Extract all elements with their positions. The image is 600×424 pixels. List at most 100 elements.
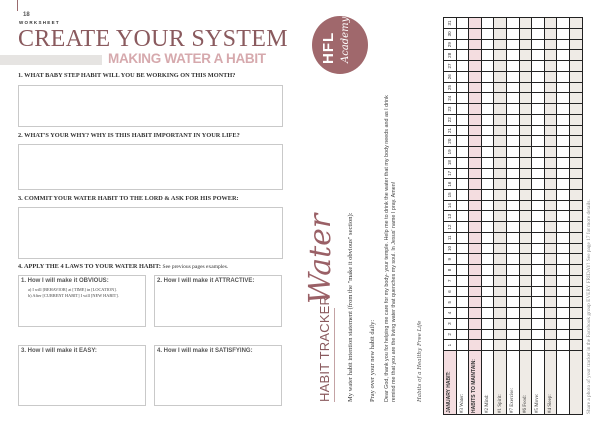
tracker-checkbox-cell[interactable] [569,103,583,115]
tracker-checkbox-cell[interactable] [481,275,494,287]
tracker-checkbox-cell[interactable] [519,296,532,308]
tracker-checkbox-cell[interactable] [569,275,583,287]
tracker-checkbox-cell[interactable] [506,71,520,83]
tracker-checkbox-cell[interactable] [544,178,557,190]
tracker-checkbox-cell[interactable] [519,92,532,104]
tracker-checkbox-cell[interactable] [569,157,583,169]
tracker-checkbox-cell[interactable] [468,92,482,104]
tracker-checkbox-cell[interactable] [456,286,469,297]
tracker-checkbox-cell[interactable] [531,210,545,222]
tracker-checkbox-cell[interactable] [569,189,583,201]
tracker-checkbox-cell[interactable] [456,135,469,147]
tracker-checkbox-cell[interactable] [506,221,520,233]
tracker-checkbox-cell[interactable] [456,243,469,254]
tracker-checkbox-cell[interactable] [569,168,583,179]
tracker-checkbox-cell[interactable] [456,92,469,104]
tracker-checkbox-cell[interactable] [506,114,520,126]
tracker-checkbox-cell[interactable] [556,189,570,201]
tracker-checkbox-cell[interactable] [556,210,570,222]
tracker-checkbox-cell[interactable] [493,82,507,93]
tracker-checkbox-cell[interactable] [481,103,494,115]
law-box-easy[interactable]: 3. How I will make it EASY: [18,345,146,406]
tracker-checkbox-cell[interactable] [456,296,469,308]
tracker-checkbox-cell[interactable] [481,168,494,179]
tracker-checkbox-cell[interactable] [456,275,469,287]
answer-box-2[interactable] [18,144,283,190]
tracker-checkbox-cell[interactable] [481,71,494,83]
tracker-checkbox-cell[interactable] [531,125,545,136]
tracker-checkbox-cell[interactable] [493,200,507,211]
tracker-checkbox-cell[interactable] [456,200,469,211]
tracker-checkbox-cell[interactable] [456,49,469,61]
tracker-checkbox-cell[interactable] [519,28,532,40]
tracker-checkbox-cell[interactable] [456,189,469,201]
tracker-checkbox-cell[interactable] [556,296,570,308]
tracker-checkbox-cell[interactable] [556,221,570,233]
tracker-checkbox-cell[interactable] [506,210,520,222]
tracker-checkbox-cell[interactable] [456,146,469,158]
tracker-checkbox-cell[interactable] [456,253,469,265]
tracker-checkbox-cell[interactable] [556,82,570,93]
tracker-checkbox-cell[interactable] [544,318,557,330]
tracker-checkbox-cell[interactable] [519,168,532,179]
tracker-checkbox-cell[interactable] [556,125,570,136]
tracker-checkbox-cell[interactable] [468,210,482,222]
tracker-checkbox-cell[interactable] [531,243,545,254]
tracker-checkbox-cell[interactable] [468,339,482,351]
tracker-checkbox-cell[interactable] [493,307,507,319]
tracker-checkbox-cell[interactable] [481,125,494,136]
tracker-checkbox-cell[interactable] [569,221,583,233]
tracker-checkbox-cell[interactable] [544,135,557,147]
tracker-checkbox-cell[interactable] [506,49,520,61]
tracker-checkbox-cell[interactable] [456,307,469,319]
tracker-checkbox-cell[interactable] [493,329,507,340]
tracker-checkbox-cell[interactable] [531,168,545,179]
tracker-checkbox-cell[interactable] [544,329,557,340]
tracker-checkbox-cell[interactable] [481,307,494,319]
tracker-checkbox-cell[interactable] [493,318,507,330]
tracker-checkbox-cell[interactable] [468,28,482,40]
tracker-checkbox-cell[interactable] [493,275,507,287]
tracker-checkbox-cell[interactable] [481,296,494,308]
tracker-checkbox-cell[interactable] [481,221,494,233]
tracker-checkbox-cell[interactable] [506,286,520,297]
tracker-checkbox-cell[interactable] [556,200,570,211]
tracker-checkbox-cell[interactable] [468,296,482,308]
tracker-checkbox-cell[interactable] [544,200,557,211]
tracker-checkbox-cell[interactable] [468,17,482,29]
tracker-checkbox-cell[interactable] [556,146,570,158]
tracker-checkbox-cell[interactable] [456,71,469,83]
law-box-satisfying[interactable]: 4. How I will make it SATISFYING: [154,345,282,406]
tracker-checkbox-cell[interactable] [544,189,557,201]
tracker-checkbox-cell[interactable] [493,178,507,190]
tracker-checkbox-cell[interactable] [531,286,545,297]
tracker-checkbox-cell[interactable] [481,232,494,244]
tracker-checkbox-cell[interactable] [544,114,557,126]
tracker-checkbox-cell[interactable] [544,264,557,276]
tracker-checkbox-cell[interactable] [506,168,520,179]
tracker-checkbox-cell[interactable] [556,39,570,50]
tracker-checkbox-cell[interactable] [481,146,494,158]
tracker-checkbox-cell[interactable] [481,49,494,61]
tracker-checkbox-cell[interactable] [531,329,545,340]
tracker-checkbox-cell[interactable] [456,318,469,330]
tracker-checkbox-cell[interactable] [544,125,557,136]
tracker-checkbox-cell[interactable] [506,307,520,319]
tracker-checkbox-cell[interactable] [544,28,557,40]
tracker-checkbox-cell[interactable] [531,39,545,50]
tracker-checkbox-cell[interactable] [519,275,532,287]
tracker-checkbox-cell[interactable] [519,125,532,136]
tracker-checkbox-cell[interactable] [456,339,469,351]
tracker-checkbox-cell[interactable] [481,135,494,147]
tracker-checkbox-cell[interactable] [544,49,557,61]
tracker-checkbox-cell[interactable] [468,146,482,158]
tracker-checkbox-cell[interactable] [519,232,532,244]
tracker-checkbox-cell[interactable] [531,296,545,308]
tracker-checkbox-cell[interactable] [481,200,494,211]
tracker-checkbox-cell[interactable] [519,189,532,201]
tracker-checkbox-cell[interactable] [493,49,507,61]
tracker-checkbox-cell[interactable] [468,125,482,136]
tracker-checkbox-cell[interactable] [493,28,507,40]
tracker-checkbox-cell[interactable] [544,275,557,287]
tracker-checkbox-cell[interactable] [481,178,494,190]
